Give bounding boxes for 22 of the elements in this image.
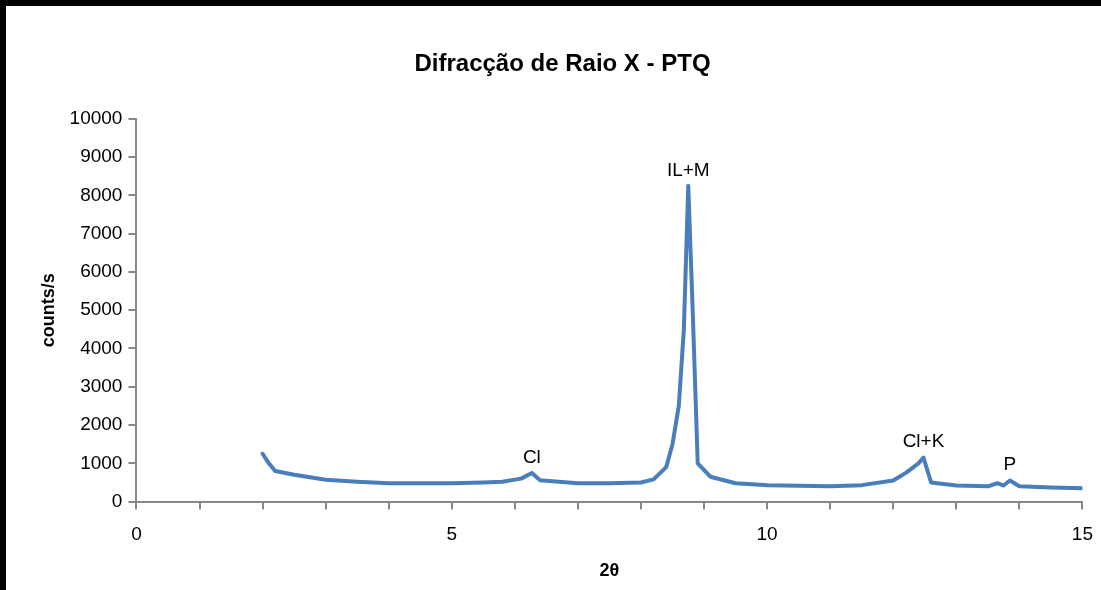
annotation: IL+M (666, 158, 710, 180)
y-tick-label: 9000 (80, 145, 123, 167)
chart-title: Difracção de Raio X - PTQ (414, 49, 711, 77)
x-tick-label: 15 (1071, 523, 1093, 545)
y-tick-label: 10000 (69, 107, 123, 129)
x-tick-label: 0 (131, 523, 142, 545)
y-tick-label: 3000 (80, 374, 123, 396)
y-tick-label: 1000 (80, 451, 123, 473)
y-tick-label: 8000 (80, 183, 123, 205)
y-tick-label: 7000 (80, 221, 123, 243)
y-tick-label: 2000 (80, 413, 123, 435)
annotation: Cl (522, 445, 541, 467)
y-tick-label: 6000 (80, 260, 123, 282)
x-axis-title: 2θ (599, 560, 620, 581)
x-tick-label: 10 (756, 523, 778, 545)
y-tick-label: 4000 (80, 336, 123, 358)
x-tick-label: 5 (446, 523, 458, 545)
y-tick-label: 0 (111, 489, 123, 511)
y-axis-title: counts/s (37, 273, 58, 348)
y-tick-label: 5000 (80, 298, 123, 320)
annotation: Cl+K (902, 430, 945, 452)
annotation: P (1003, 453, 1017, 475)
